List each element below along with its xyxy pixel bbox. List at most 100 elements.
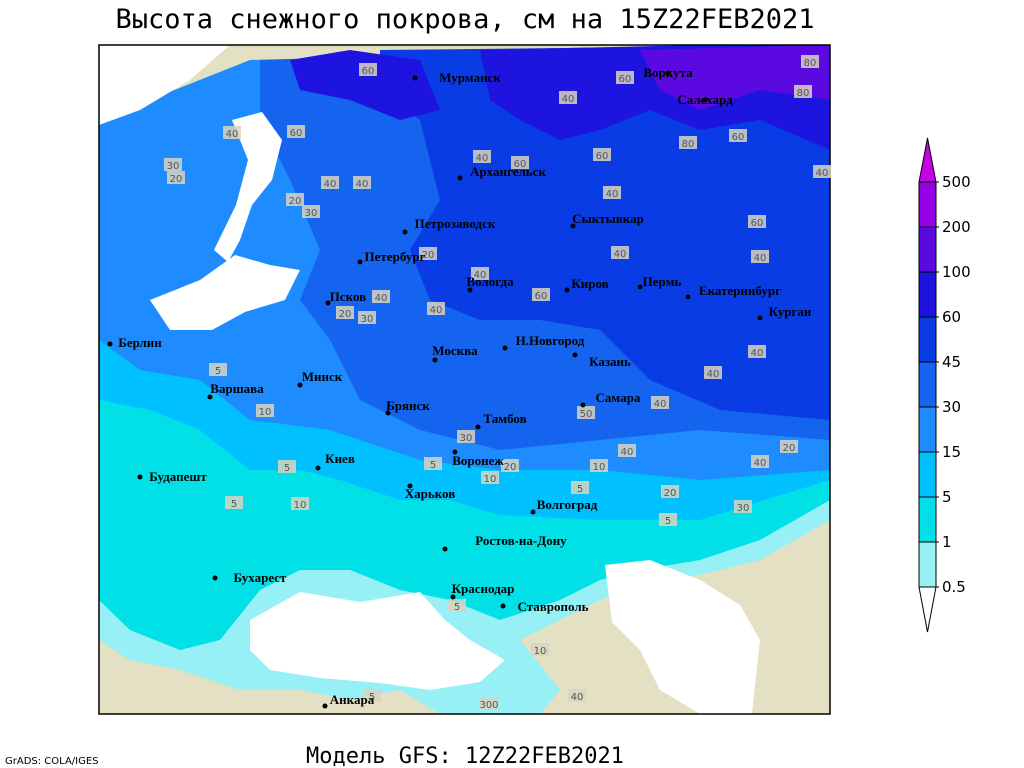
contour-label: 5 (454, 602, 460, 613)
city-dot (475, 424, 481, 430)
contour-label-box (372, 290, 390, 303)
city-dot (502, 345, 508, 351)
contour-label-box (659, 513, 677, 526)
city-label: Ставрополь (518, 599, 589, 614)
contour-label: 40 (476, 153, 489, 164)
legend-swatch (918, 406, 937, 453)
contour-label-box (571, 481, 589, 494)
city-dot (450, 594, 456, 600)
city-label: Киев (325, 451, 355, 466)
contour-label-box (568, 689, 586, 702)
city-dot (457, 175, 463, 181)
city-dot (702, 97, 708, 103)
contour-label-box (801, 55, 819, 68)
city-dot (580, 402, 586, 408)
city-label: Минск (302, 369, 343, 384)
city-label: Москва (432, 343, 478, 358)
city-label: Харьков (405, 486, 456, 501)
city-dot (432, 357, 438, 363)
contour-label: 40 (324, 179, 337, 190)
contour-label: 30 (167, 161, 180, 172)
contour-label-box (448, 599, 466, 612)
contour-label: 40 (816, 168, 829, 179)
legend-label: 100 (942, 263, 971, 281)
city-dot (570, 223, 576, 229)
legend-label: 500 (942, 173, 971, 191)
contour-label-box (302, 205, 320, 218)
contour-label: 5 (577, 484, 583, 495)
contour-label: 20 (289, 196, 302, 207)
map (99, 45, 830, 714)
city-label: Воркута (643, 65, 693, 80)
contour-label-box (559, 91, 577, 104)
contour-label: 40 (430, 305, 443, 316)
legend-swatch (918, 271, 937, 318)
contour-label-box (457, 430, 475, 443)
contour-label: 10 (593, 462, 606, 473)
city-dot (500, 603, 506, 609)
legend-swatch (918, 316, 937, 363)
city-label: Брянск (386, 398, 430, 413)
contour-label-box (532, 288, 550, 301)
city-label: Вологда (466, 274, 514, 289)
contour-label-box (321, 176, 339, 189)
contour-label: 300 (479, 700, 498, 711)
city-dot (665, 70, 671, 76)
contour-label: 20 (170, 174, 183, 185)
legend-label: 0.5 (942, 578, 966, 596)
contour-label: 10 (534, 646, 547, 657)
contour-label: 30 (361, 314, 374, 325)
legend-swatch (918, 226, 937, 273)
city-label: Воронеж (452, 453, 504, 468)
contour-label-box (256, 404, 274, 417)
city-label: Курган (769, 304, 812, 319)
contour-label-box (603, 186, 621, 199)
contour-label-box (223, 126, 241, 139)
contour-label: 40 (606, 189, 619, 200)
contour-label-box (616, 71, 634, 84)
contour-label: 5 (369, 692, 375, 703)
contour-label: 40 (562, 94, 575, 105)
contour-label: 80 (682, 139, 695, 150)
contour-label-box (278, 460, 296, 473)
legend-swatch (918, 181, 937, 228)
city-label: Екатеринбург (699, 283, 781, 298)
map-frame (98, 44, 831, 715)
contour-label-box (501, 459, 519, 472)
city-label: Псков (330, 289, 366, 304)
city-label: Берлин (118, 335, 162, 350)
contour-label-box (590, 459, 608, 472)
contour-label-box (748, 215, 766, 228)
city-dot (637, 284, 643, 290)
city-label: Пермь (643, 274, 682, 289)
contour-label: 20 (504, 462, 517, 473)
contour-label: 60 (751, 218, 764, 229)
city-label: Варшава (210, 381, 264, 396)
city-dot (442, 546, 448, 552)
city-dot (467, 287, 473, 293)
legend-swatch (918, 451, 937, 498)
contour-label: 60 (362, 66, 375, 77)
contour-label: 40 (614, 249, 627, 260)
contour-label: 60 (535, 291, 548, 302)
legend-label: 30 (942, 398, 961, 416)
city-dot (452, 449, 458, 455)
contour-label-box (704, 366, 722, 379)
footer: Модель GFS: 12Z22FEB2021 (306, 744, 624, 768)
contour-label-box (661, 485, 679, 498)
legend-low (918, 586, 937, 633)
contour-label-box (577, 406, 595, 419)
city-label: Будапешт (149, 469, 207, 484)
contour-label: 10 (484, 474, 497, 485)
contour-label-box (611, 246, 629, 259)
contour-label-box (748, 345, 766, 358)
contour-label: 40 (754, 458, 767, 469)
city-dot (212, 575, 218, 581)
city-label: Мурманск (439, 70, 501, 85)
legend-label: 60 (942, 308, 961, 326)
contour-label: 5 (284, 463, 290, 474)
city-label: Волгоград (537, 497, 598, 512)
contour-label: 50 (580, 409, 593, 420)
legend-label: 45 (942, 353, 961, 371)
contour-label: 60 (290, 128, 303, 139)
